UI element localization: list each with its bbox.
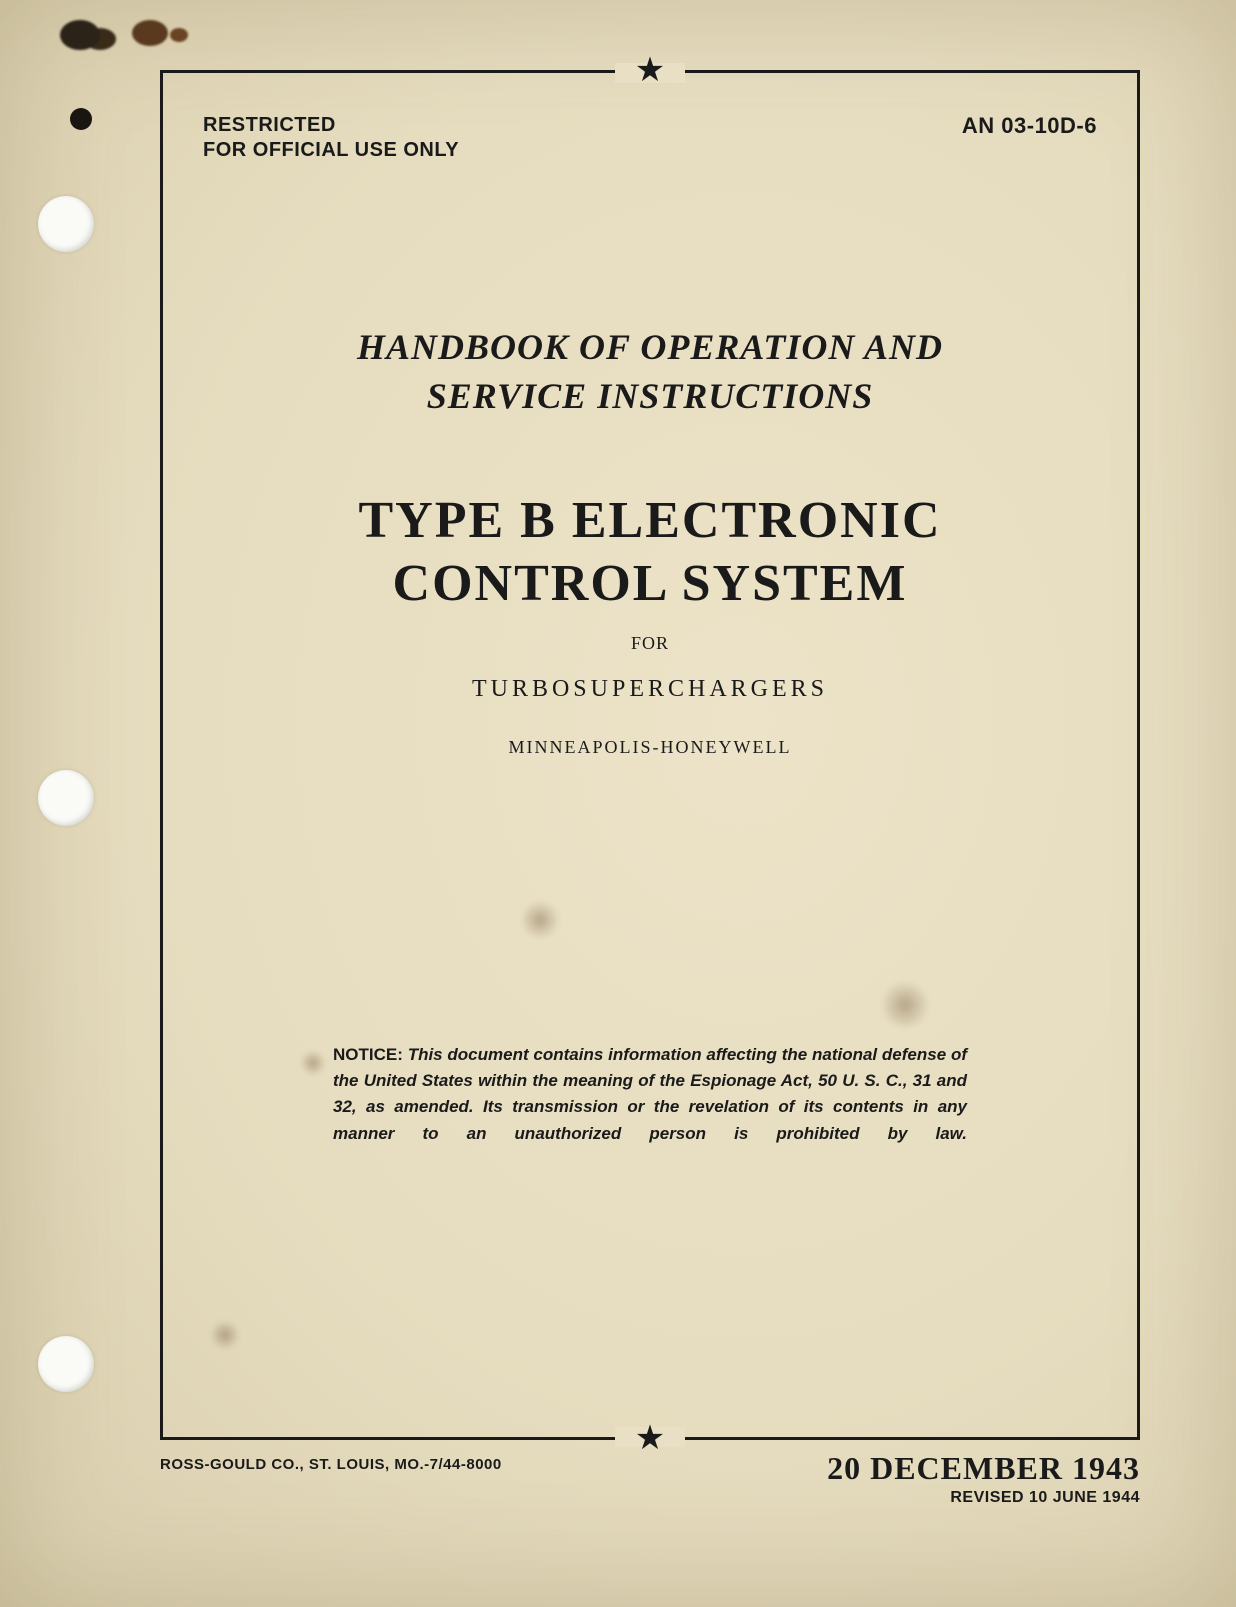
date-main: 20 DECEMBER 1943	[827, 1450, 1140, 1487]
title-block: HANDBOOK OF OPERATION AND SERVICE INSTRU…	[203, 323, 1097, 758]
handbook-line: SERVICE INSTRUCTIONS	[203, 372, 1097, 421]
handbook-heading: HANDBOOK OF OPERATION AND SERVICE INSTRU…	[203, 323, 1097, 420]
title-line: TYPE B ELECTRONIC	[203, 490, 1097, 552]
printer-line: ROSS-GOULD CO., ST. LOUIS, MO.-7/44-8000	[160, 1456, 502, 1473]
date-block: 20 DECEMBER 1943 REVISED 10 JUNE 1944	[827, 1450, 1140, 1507]
punch-hole	[38, 196, 94, 252]
document-page: ★ ★ RESTRICTED FOR OFFICIAL USE ONLY AN …	[0, 0, 1236, 1607]
date-revised: REVISED 10 JUNE 1944	[827, 1489, 1140, 1507]
document-id: AN 03-10D-6	[962, 113, 1097, 139]
title-line: CONTROL SYSTEM	[203, 553, 1097, 615]
for-label: FOR	[203, 633, 1097, 654]
handbook-line: HANDBOOK OF OPERATION AND	[203, 323, 1097, 372]
notice-lead: NOTICE:	[333, 1045, 403, 1064]
punch-hole	[38, 770, 94, 826]
ink-stain	[60, 10, 220, 70]
notice-text: This document contains information affec…	[333, 1045, 967, 1143]
security-notice: NOTICE: This document contains informati…	[333, 1042, 967, 1147]
star-icon: ★	[635, 54, 665, 88]
main-title: TYPE B ELECTRONIC CONTROL SYSTEM	[203, 490, 1097, 615]
classification-line: FOR OFFICIAL USE ONLY	[203, 138, 1097, 163]
page-frame: ★ ★ RESTRICTED FOR OFFICIAL USE ONLY AN …	[160, 70, 1140, 1440]
star-icon: ★	[635, 1422, 665, 1456]
frame-inner: RESTRICTED FOR OFFICIAL USE ONLY AN 03-1…	[203, 113, 1097, 1397]
subtitle: TURBOSUPERCHARGERS	[203, 676, 1097, 703]
footer: ROSS-GOULD CO., ST. LOUIS, MO.-7/44-8000…	[160, 1456, 1140, 1474]
manufacturer: MINNEAPOLIS-HONEYWELL	[203, 737, 1097, 758]
ink-dot	[70, 108, 92, 130]
punch-hole	[38, 1336, 94, 1392]
